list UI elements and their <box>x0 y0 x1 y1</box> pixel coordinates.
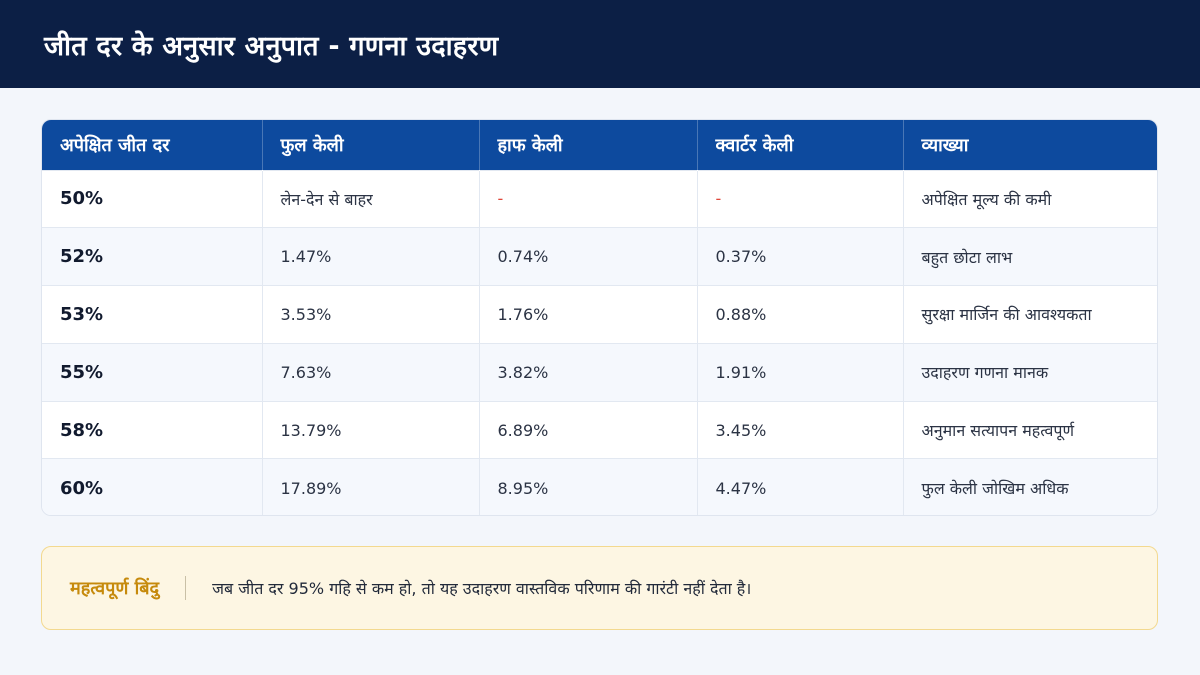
table-row: 58% 13.79% 6.89% 3.45% अनुमान सत्यापन मह… <box>42 400 1157 459</box>
column-header-quarter-kelly: क्वार्टर केली <box>697 120 904 170</box>
cell-full-kelly: 3.53% <box>262 285 480 344</box>
cell-half-kelly: 0.74% <box>479 227 698 286</box>
cell-quarter-kelly: - <box>697 169 904 228</box>
page-header: जीत दर के अनुसार अनुपात - गणना उदाहरण <box>0 0 1200 88</box>
callout-text: जब जीत दर 95% गहि से कम हो, तो यह उदाहरण… <box>212 579 752 598</box>
cell-explanation: बहुत छोटा लाभ <box>903 227 1157 286</box>
column-header-half-kelly: हाफ केली <box>479 120 698 170</box>
kelly-ratio-table: अपेक्षित जीत दर फुल केली हाफ केली क्वार्… <box>41 119 1158 516</box>
callout-divider <box>185 576 187 600</box>
cell-quarter-kelly: 1.91% <box>697 342 904 402</box>
table-row: 60% 17.89% 8.95% 4.47% फुल केली जोखिम अध… <box>42 458 1157 515</box>
column-header-explanation: व्याख्या <box>921 134 969 156</box>
cell-explanation: अपेक्षित मूल्य की कमी <box>903 169 1157 228</box>
cell-win-rate: 58% <box>42 400 263 459</box>
cell-full-kelly: 1.47% <box>262 227 480 286</box>
column-header-win-rate: अपेक्षित जीत दर <box>42 120 263 170</box>
cell-full-kelly: 13.79% <box>262 400 480 459</box>
cell-quarter-kelly: 0.88% <box>697 285 904 344</box>
cell-explanation: अनुमान सत्यापन महत्वपूर्ण <box>903 400 1157 459</box>
cell-half-kelly: - <box>479 169 698 228</box>
table-row: 53% 3.53% 1.76% 0.88% सुरक्षा मार्जिन की… <box>42 285 1157 344</box>
cell-full-kelly: 17.89% <box>262 458 480 515</box>
cell-quarter-kelly: 4.47% <box>697 458 904 515</box>
cell-win-rate: 53% <box>42 285 263 344</box>
page-title: जीत दर के अनुसार अनुपात - गणना उदाहरण <box>44 30 499 62</box>
cell-explanation: सुरक्षा मार्जिन की आवश्यकता <box>903 285 1157 344</box>
cell-half-kelly: 3.82% <box>479 342 698 402</box>
cell-win-rate: 52% <box>42 227 263 286</box>
cell-half-kelly: 1.76% <box>479 285 698 344</box>
cell-win-rate: 60% <box>42 458 263 515</box>
cell-explanation: उदाहरण गणना मानक <box>903 342 1157 402</box>
table-row: 50% लेन-देन से बाहर - - अपेक्षित मूल्य क… <box>42 169 1157 228</box>
cell-full-kelly: लेन-देन से बाहर <box>262 169 480 228</box>
table-header-row: अपेक्षित जीत दर फुल केली हाफ केली क्वार्… <box>42 120 1157 170</box>
cell-win-rate: 55% <box>42 342 263 402</box>
table-row: 52% 1.47% 0.74% 0.37% बहुत छोटा लाभ <box>42 227 1157 286</box>
cell-half-kelly: 6.89% <box>479 400 698 459</box>
cell-win-rate: 50% <box>42 169 263 228</box>
important-point-callout: महत्वपूर्ण बिंदु जब जीत दर 95% गहि से कम… <box>41 546 1158 630</box>
cell-half-kelly: 8.95% <box>479 458 698 515</box>
cell-explanation: फुल केली जोखिम अधिक <box>903 458 1157 515</box>
table-row: 55% 7.63% 3.82% 1.91% उदाहरण गणना मानक <box>42 342 1157 402</box>
cell-quarter-kelly: 0.37% <box>697 227 904 286</box>
callout-label: महत्वपूर्ण बिंदु <box>70 578 160 599</box>
cell-quarter-kelly: 3.45% <box>697 400 904 459</box>
cell-full-kelly: 7.63% <box>262 342 480 402</box>
column-header-full-kelly: फुल केली <box>262 120 480 170</box>
